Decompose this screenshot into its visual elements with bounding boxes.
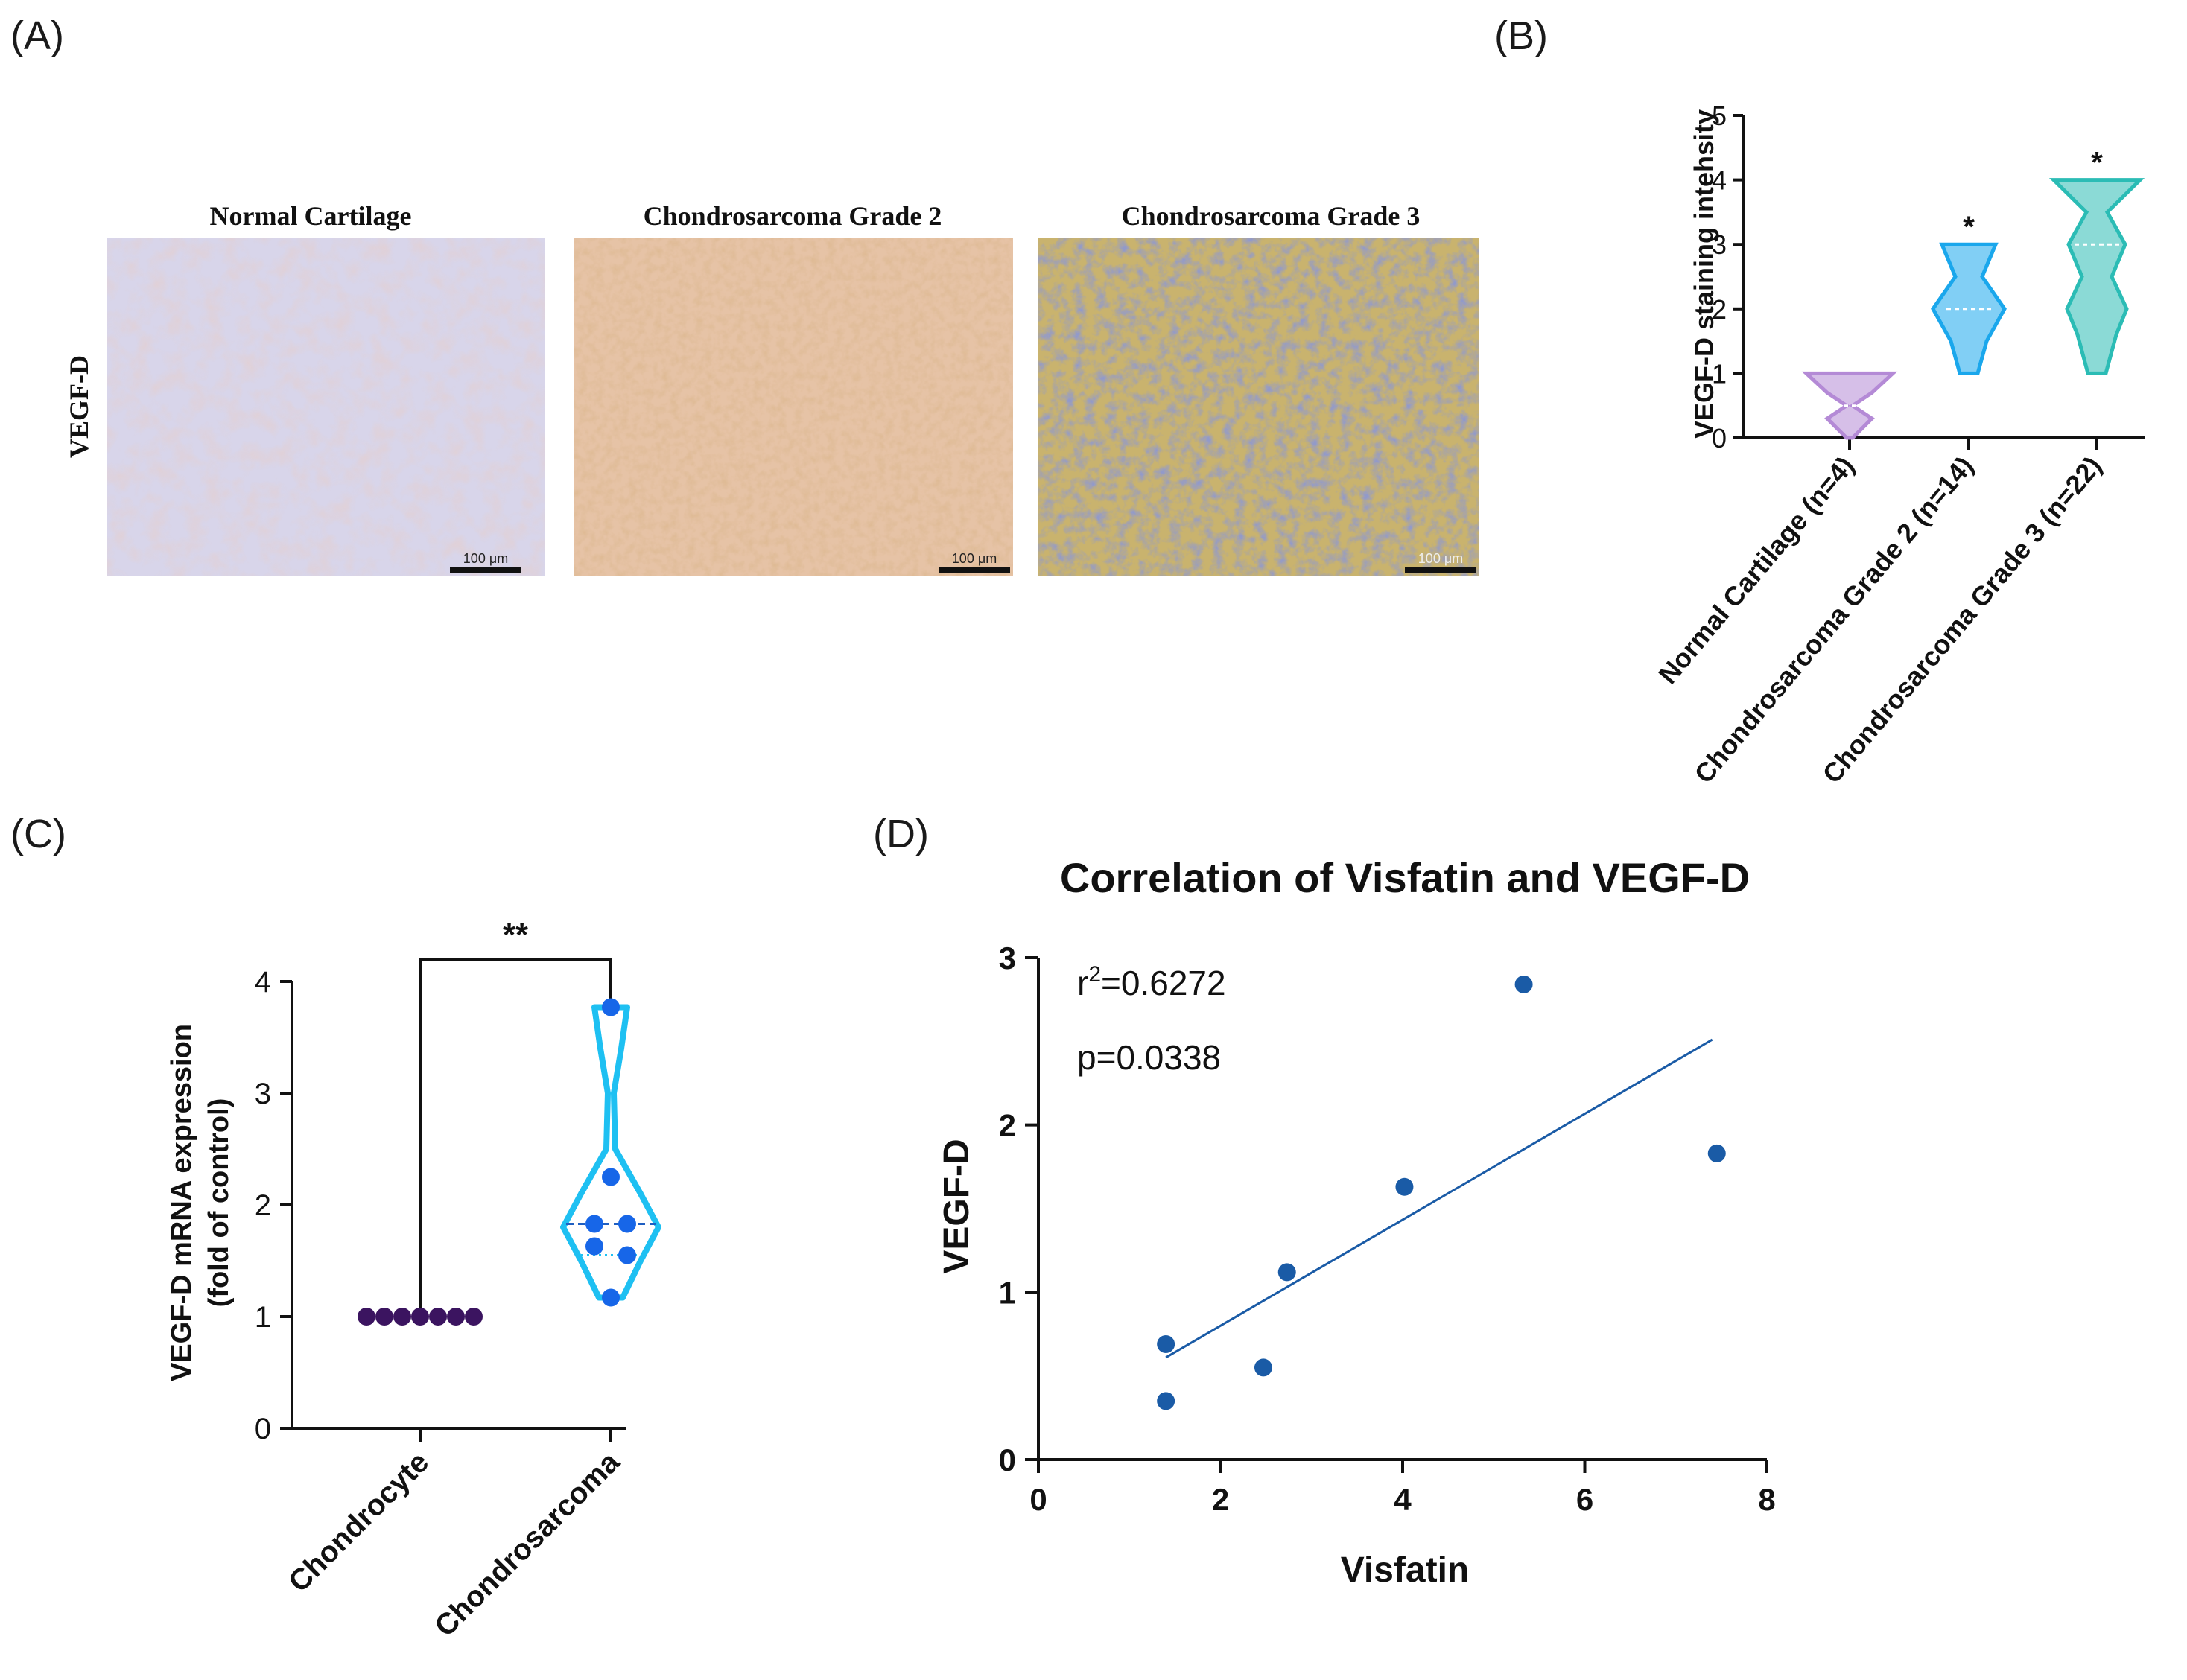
x-tick-label: Chondrosarcoma xyxy=(428,1445,626,1644)
violin-1 xyxy=(1801,371,1898,440)
y-tick-label: 0 xyxy=(999,1442,1016,1477)
y-tick-label: 4 xyxy=(1712,165,1727,196)
chondrosarcoma-violin xyxy=(560,1004,661,1301)
panel-d-plot xyxy=(1157,975,1726,1410)
panel-c-y-axis-label-line-1: VEGF-D mRNA expression xyxy=(166,1024,197,1381)
panel-d-axes: 0 1 2 3 0 2 4 6 8 xyxy=(999,941,1776,1517)
panel-c-y-axis-label-line-2: (fold of control) xyxy=(203,1098,235,1308)
scale-bar-label: 100 μm xyxy=(1418,551,1463,566)
chondrosarcoma-point xyxy=(618,1215,636,1233)
micrograph-normal-cartilage: Normal Cartilage 100 μm xyxy=(107,201,545,576)
significance-bracket xyxy=(419,958,612,1311)
chondrosarcoma-point xyxy=(585,1237,603,1256)
violin-3 xyxy=(2048,178,2145,375)
panel-c-axes: 0 1 2 3 4 xyxy=(255,966,626,1445)
panel-label-b: (B) xyxy=(1494,13,1548,58)
micrograph-title: Chondrosarcoma Grade 3 xyxy=(1122,201,1421,231)
scatter-point xyxy=(1157,1334,1175,1353)
row-label-vegf-d: VEGF-D xyxy=(64,355,94,458)
micrograph-title: Normal Cartilage xyxy=(210,201,412,231)
panel-b-axes: 0 1 2 3 4 5 xyxy=(1712,101,2145,454)
scale-bar-label: 100 μm xyxy=(463,551,508,566)
panel-a: VEGF-D Normal Cartilage 100 μm Chondrosa… xyxy=(64,201,1479,576)
y-tick-label: 1 xyxy=(1712,358,1727,389)
x-tick-label: Chondrosarcoma Grade 3 (n=22) xyxy=(1816,451,2107,789)
micrograph-title: Chondrosarcoma Grade 2 xyxy=(644,201,942,231)
panel-b-y-axis-label: VEGF-D staining intehsity xyxy=(1689,109,1719,439)
chondrocyte-point xyxy=(358,1308,375,1326)
chondrocyte-point xyxy=(465,1308,483,1326)
x-tick-label: Chondrocyte xyxy=(282,1445,436,1599)
panel-b-violins: ** xyxy=(1801,147,2145,440)
panel-label-d: (D) xyxy=(873,812,929,856)
x-tick-label: 4 xyxy=(1394,1482,1412,1517)
scatter-point xyxy=(1395,1177,1414,1196)
y-tick-label: 2 xyxy=(255,1189,271,1222)
panel-d-p-value: p=0.0338 xyxy=(1077,1038,1221,1077)
panel-d-r-squared: r2=0.6272 xyxy=(1077,962,1226,1002)
scatter-point xyxy=(1254,1358,1272,1377)
x-tick-label: 6 xyxy=(1576,1482,1593,1517)
chondrosarcoma-point xyxy=(602,998,620,1016)
chondrosarcoma-point xyxy=(585,1215,603,1233)
chondrocyte-point xyxy=(393,1308,411,1326)
significance-marker: * xyxy=(2091,147,2103,179)
scatter-point xyxy=(1157,1392,1175,1410)
panel-d-y-axis-label: VEGF-D xyxy=(937,1139,977,1273)
micrograph-grade-3: Chondrosarcoma Grade 3 100 μm xyxy=(1038,201,1479,576)
y-tick-label: 0 xyxy=(1712,423,1727,454)
y-tick-label: 5 xyxy=(1712,101,1727,131)
panel-c-significance: ** xyxy=(503,917,529,953)
chondrosarcoma-point xyxy=(618,1246,636,1264)
panel-d-x-axis-label: Visfatin xyxy=(1341,1550,1470,1590)
panel-label-a: (A) xyxy=(10,13,64,58)
scale-bar-label: 100 μm xyxy=(952,551,997,566)
chondrocyte-point xyxy=(375,1308,393,1326)
scatter-point xyxy=(1277,1263,1296,1282)
x-tick-label: Normal Cartilage (n=4) xyxy=(1652,451,1860,690)
y-tick-label: 1 xyxy=(255,1301,271,1334)
panel-d-scatter-chart: Correlation of Visfatin and VEGF-D VEGF-… xyxy=(937,854,1776,1590)
x-tick-label: 8 xyxy=(1758,1482,1775,1517)
panel-d-title: Correlation of Visfatin and VEGF-D xyxy=(1060,854,1750,901)
chondrocyte-point xyxy=(447,1308,465,1326)
panel-label-c: (C) xyxy=(10,812,66,856)
y-tick-label: 0 xyxy=(255,1413,271,1445)
chondrocyte-point xyxy=(429,1308,447,1326)
chondrosarcoma-point xyxy=(602,1288,620,1307)
significance-marker: * xyxy=(1963,211,1975,244)
x-tick-label: 0 xyxy=(1029,1482,1047,1517)
panel-b-x-labels: Normal Cartilage (n=4)Chondrosarcoma Gra… xyxy=(1652,451,2107,789)
micrograph-grade-2: Chondrosarcoma Grade 2 100 μm xyxy=(574,201,1013,576)
panel-c-violin-chart: VEGF-D mRNA expression (fold of control)… xyxy=(166,917,661,1644)
y-tick-label: 4 xyxy=(255,966,271,999)
violin-2 xyxy=(1931,242,2007,375)
panel-c-plot xyxy=(358,958,661,1326)
y-tick-label: 3 xyxy=(1712,229,1727,260)
chondrocyte-point xyxy=(411,1308,429,1326)
x-tick-label: 2 xyxy=(1212,1482,1229,1517)
y-tick-label: 3 xyxy=(999,941,1016,976)
chondrosarcoma-point xyxy=(602,1168,620,1186)
y-tick-label: 3 xyxy=(255,1078,271,1110)
scatter-point xyxy=(1514,975,1533,993)
y-tick-label: 1 xyxy=(999,1275,1016,1310)
y-tick-label: 2 xyxy=(1712,294,1727,325)
y-tick-label: 2 xyxy=(999,1108,1016,1143)
regression-line xyxy=(1165,1038,1713,1359)
scatter-point xyxy=(1707,1144,1726,1162)
